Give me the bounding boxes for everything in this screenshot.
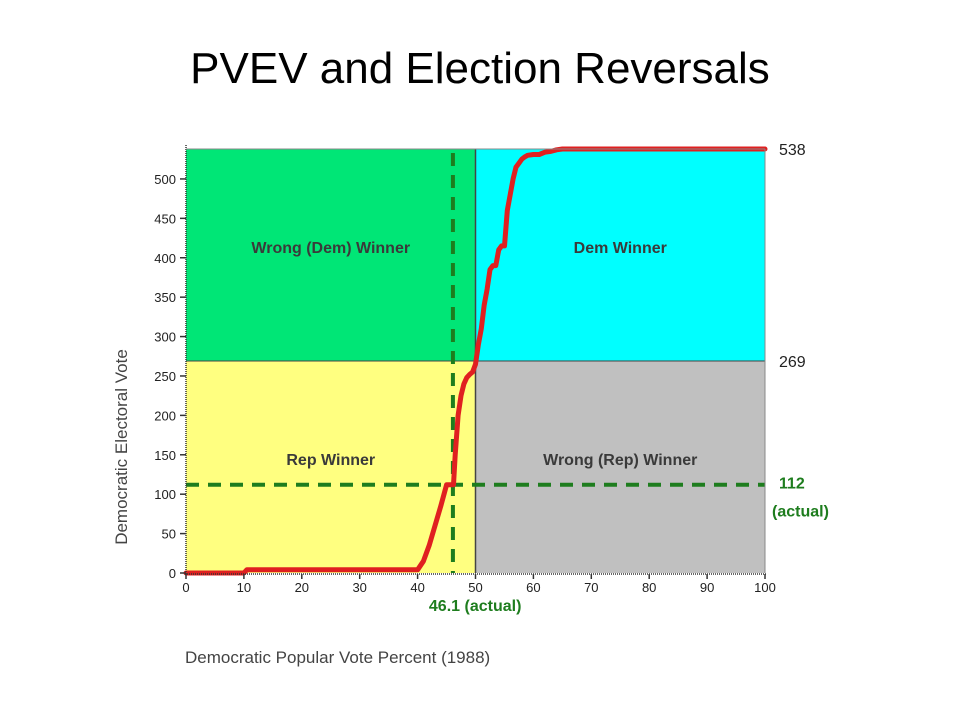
y-tick-label: 100 xyxy=(154,487,176,502)
y-tick-label: 350 xyxy=(154,290,176,305)
y-tick-label: 500 xyxy=(154,172,176,187)
slide-title: PVEV and Election Reversals xyxy=(190,44,770,93)
pvev-curve xyxy=(183,146,768,576)
x-tick-label: 20 xyxy=(295,580,309,595)
chart-regions xyxy=(186,149,765,573)
x-tick-label: 100 xyxy=(754,580,776,595)
y-tick-label: 200 xyxy=(154,408,176,423)
region-label-rep: Rep Winner xyxy=(286,452,375,469)
right-label-538: 538 xyxy=(779,142,806,159)
x-tick-label: 0 xyxy=(182,580,189,595)
y-tick-label: 50 xyxy=(162,527,176,542)
region-wrong-dem xyxy=(186,149,476,361)
region-label-wrong-dem: Wrong (Dem) Winner xyxy=(251,240,410,257)
x-tick-label: 90 xyxy=(700,580,714,595)
actual-reference-lines xyxy=(186,153,765,573)
region-label-wrong-rep: Wrong (Rep) Winner xyxy=(543,452,697,469)
tick-labels: 0 10 20 30 40 50 60 70 80 90 100 0 50 100 150 200 250 300… xyxy=(154,172,776,595)
y-tick-label: 150 xyxy=(154,448,176,463)
region-rep xyxy=(186,361,476,573)
y-tick-label: 450 xyxy=(154,211,176,226)
x-tick-label: 10 xyxy=(237,580,251,595)
x-tick-label: 50 xyxy=(468,580,482,595)
region-wrong-rep xyxy=(475,361,765,573)
x-tick-label: 70 xyxy=(584,580,598,595)
x-tick-label: 40 xyxy=(410,580,424,595)
actual-vote-label: 46.1 (actual) xyxy=(429,598,521,615)
actual-ev-label: 112 xyxy=(779,476,805,493)
y-tick-label: 400 xyxy=(154,251,176,266)
y-tick-label: 300 xyxy=(154,330,176,345)
actual-ev-label-suffix: (actual) xyxy=(772,504,829,521)
right-label-269: 269 xyxy=(779,354,806,371)
y-axis-title: Democratic Electoral Vote xyxy=(112,349,131,545)
x-axis-title: Democratic Popular Vote Percent (1988) xyxy=(185,648,490,667)
region-dem xyxy=(475,149,765,361)
x-tick-label: 80 xyxy=(642,580,656,595)
region-labels: Wrong (Dem) Winner Dem Winner Rep Winner Wr… xyxy=(251,240,697,469)
x-tick-label: 60 xyxy=(526,580,540,595)
y-tick-label: 250 xyxy=(154,369,176,384)
region-label-dem: Dem Winner xyxy=(574,240,667,257)
pvev-curve-line xyxy=(183,146,768,576)
y-tick-label: 0 xyxy=(169,566,176,581)
x-tick-label: 30 xyxy=(352,580,366,595)
side-labels: 538 269 112 (actual) 46.1 (actual) xyxy=(429,142,829,615)
